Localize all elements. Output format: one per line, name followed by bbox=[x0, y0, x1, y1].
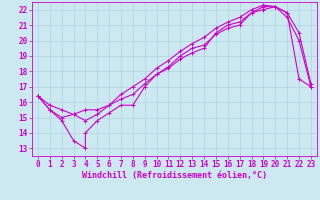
X-axis label: Windchill (Refroidissement éolien,°C): Windchill (Refroidissement éolien,°C) bbox=[82, 171, 267, 180]
